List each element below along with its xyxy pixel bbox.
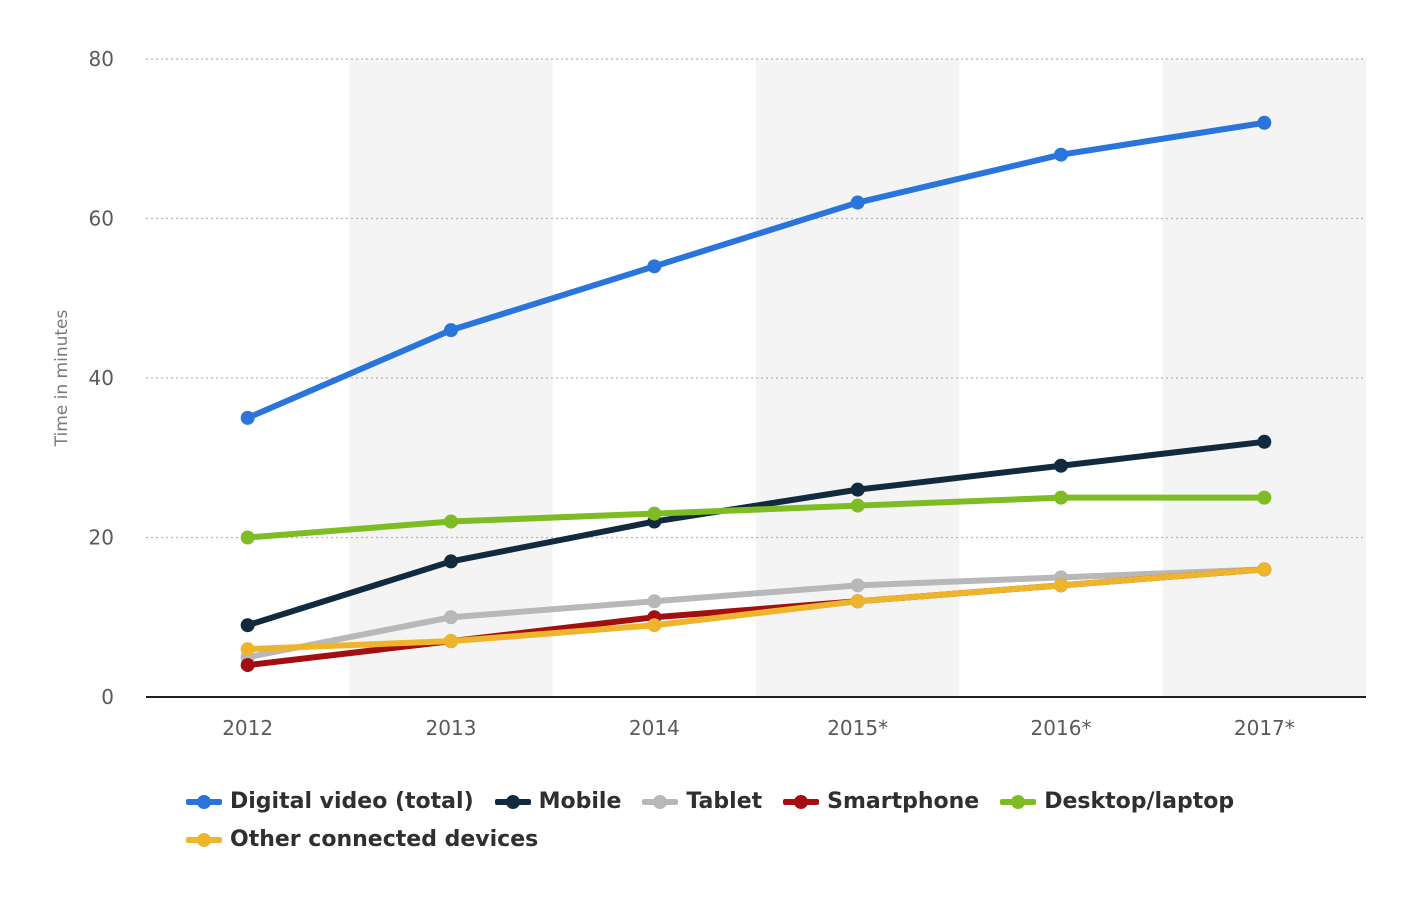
data-point[interactable] <box>1257 562 1272 577</box>
legend-label: Smartphone <box>827 789 980 814</box>
data-point[interactable] <box>647 259 662 274</box>
data-point[interactable] <box>240 658 255 673</box>
series-group <box>240 115 1272 425</box>
legend-marker-icon <box>783 794 820 810</box>
data-point[interactable] <box>1257 490 1272 505</box>
data-point[interactable] <box>240 410 255 425</box>
x-tick-label: 2014 <box>629 716 680 740</box>
legend-item[interactable]: Other connected devices <box>186 826 538 853</box>
legend-label: Mobile <box>538 789 622 814</box>
legend-label: Other connected devices <box>230 827 539 852</box>
x-tick-label: 2015* <box>827 716 888 740</box>
legend: Digital video (total) Mobile Tablet Smartph… <box>186 788 1306 853</box>
legend-marker-icon <box>186 794 222 810</box>
data-point[interactable] <box>1054 578 1068 593</box>
y-axis-tick-labels: 0 20 40 60 80 <box>89 47 114 709</box>
data-point[interactable] <box>444 610 458 625</box>
data-point[interactable] <box>1257 115 1272 130</box>
data-point[interactable] <box>444 634 458 649</box>
legend-item[interactable]: Digital video (total) <box>186 788 474 815</box>
series-line <box>244 566 1268 653</box>
data-point[interactable] <box>1257 434 1272 449</box>
y-tick-label: 20 <box>89 526 114 550</box>
x-tick-label: 2016* <box>1031 716 1092 740</box>
x-axis-tick-labels: 2012 2013 2014 2015* 2016* 2017* <box>222 716 1295 740</box>
legend-item[interactable]: Tablet <box>642 788 762 815</box>
legend-label: Desktop/laptop <box>1044 789 1235 814</box>
series-group <box>240 562 1272 657</box>
y-tick-label: 80 <box>89 47 114 71</box>
data-point[interactable] <box>444 554 458 569</box>
data-point[interactable] <box>850 498 865 513</box>
series-line <box>244 566 1268 661</box>
data-point[interactable] <box>850 578 865 593</box>
data-point[interactable] <box>1054 458 1068 473</box>
data-point[interactable] <box>444 514 458 529</box>
data-point[interactable] <box>647 618 662 633</box>
series-group <box>240 490 1272 545</box>
data-point[interactable] <box>850 482 865 497</box>
series-line <box>244 438 1268 629</box>
legend-item[interactable]: Mobile <box>494 788 622 815</box>
data-point[interactable] <box>850 594 865 609</box>
data-point[interactable] <box>647 506 662 521</box>
y-tick-label: 60 <box>89 207 114 231</box>
data-point[interactable] <box>647 594 662 609</box>
legend-marker-icon <box>642 794 679 810</box>
legend-marker-icon <box>186 832 222 848</box>
x-tick-label: 2017* <box>1234 716 1295 740</box>
data-point[interactable] <box>444 323 458 338</box>
series-layer <box>240 115 1272 673</box>
series-line <box>244 494 1268 541</box>
x-tick-label: 2013 <box>426 716 477 740</box>
legend-label: Tablet <box>686 789 763 814</box>
y-axis-title: Time in minutes <box>52 310 72 448</box>
column-band <box>1162 59 1366 697</box>
legend-marker-icon <box>1000 794 1037 810</box>
series-line <box>244 119 1268 421</box>
y-tick-label: 40 <box>89 366 114 390</box>
legend-label: Digital video (total) <box>230 789 474 814</box>
y-tick-label: 0 <box>101 685 114 709</box>
data-point[interactable] <box>240 530 255 545</box>
data-point[interactable] <box>240 642 255 657</box>
data-point[interactable] <box>1054 147 1068 162</box>
y-gridlines <box>146 58 1366 539</box>
data-point[interactable] <box>1054 490 1068 505</box>
data-point[interactable] <box>240 618 255 633</box>
legend-item[interactable]: Smartphone <box>783 788 979 815</box>
x-tick-label: 2012 <box>222 716 273 740</box>
data-point[interactable] <box>850 195 865 210</box>
legend-item[interactable]: Desktop/laptop <box>1000 788 1234 815</box>
legend-marker-icon <box>494 794 531 810</box>
